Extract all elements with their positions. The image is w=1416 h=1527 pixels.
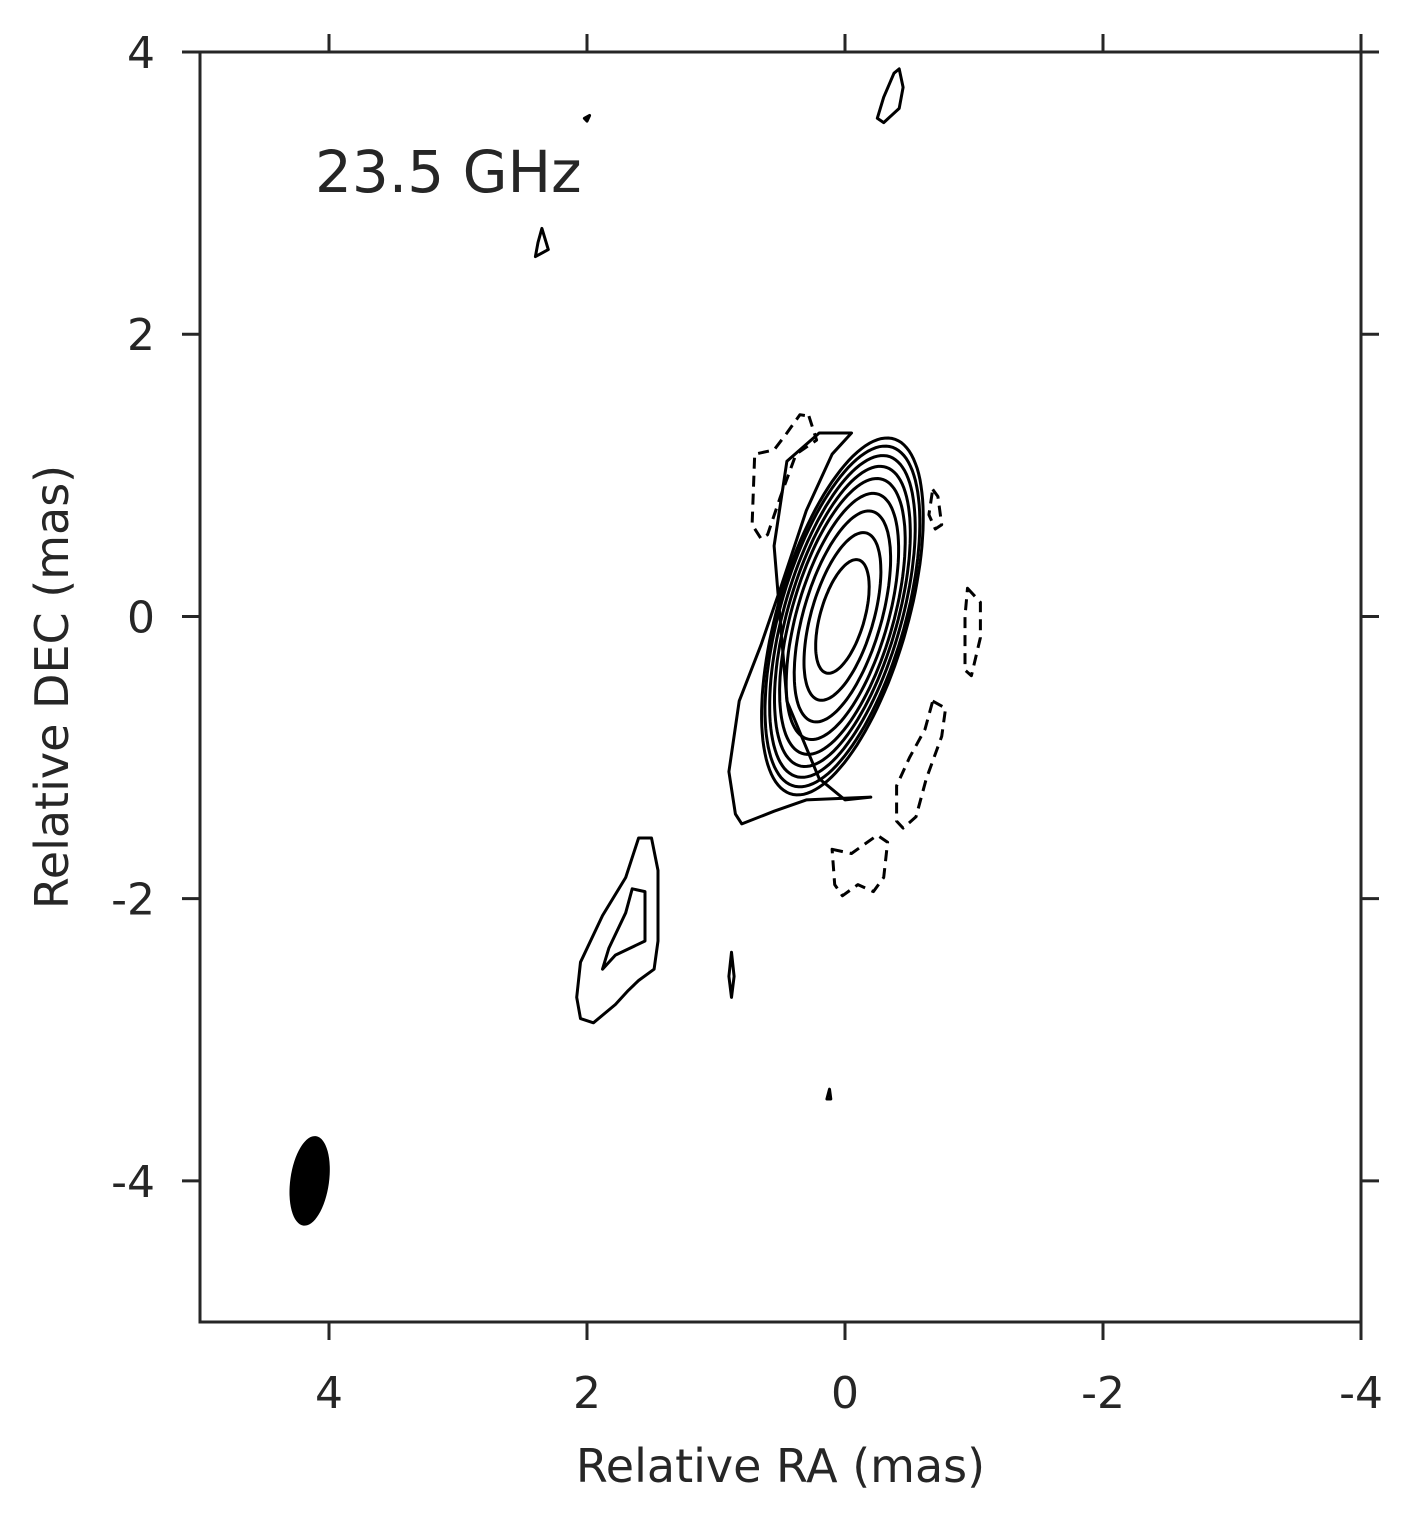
core-contour-level-8: [763, 444, 922, 789]
core-contour-level-1: [814, 558, 871, 675]
y-axis-label: Relative DEC (mas): [25, 465, 79, 909]
negative-contour-neg-lower: [830, 833, 890, 898]
beam-ellipse: [289, 1136, 330, 1226]
contours-layer: [289, 67, 982, 1226]
positive-contour-small-blob: [727, 950, 736, 999]
x-tick-label: 2: [573, 1368, 601, 1419]
plot-frame: [198, 50, 1363, 1324]
core-contour-level-7: [768, 454, 917, 779]
core-contour-level-4: [784, 491, 901, 741]
core-contour-level-9: [760, 436, 925, 797]
axis-ticks: 4 2 0 -2 -4 4 2 0 -2 -4: [111, 28, 1383, 1419]
negative-contour-neg-right-upper: [927, 487, 944, 531]
core-contour-level-6: [773, 464, 912, 769]
x-tick-label: 0: [831, 1368, 859, 1419]
positive-contour-upper-left-blob: [533, 226, 550, 259]
y-tick-label: 0: [127, 592, 155, 643]
y-tick-label: -4: [111, 1157, 155, 1208]
x-axis-label: Relative RA (mas): [576, 1439, 985, 1493]
positive-contour-core-outer-extension: [727, 431, 873, 826]
negative-contour-neg-right-mid: [963, 586, 982, 678]
negative-contour-neg-lower-right: [895, 699, 948, 830]
negative-contour-neg-upper-left: [750, 413, 819, 541]
core-contour-level-2: [802, 531, 883, 702]
positive-contour-jet-knot-outer: [575, 836, 660, 1025]
x-tick-label: -2: [1081, 1368, 1125, 1419]
positive-contour-jet-knot-inner: [601, 887, 647, 971]
positive-contour-tiny-blob: [825, 1087, 833, 1101]
core-contour-level-3: [792, 509, 893, 724]
frequency-annotation: 23.5 GHz: [315, 138, 582, 206]
x-tick-label: -4: [1339, 1368, 1383, 1419]
y-tick-label: -2: [111, 875, 155, 926]
x-tick-label: 4: [315, 1368, 343, 1419]
y-tick-label: 4: [127, 28, 155, 79]
core-contour-level-5: [778, 476, 907, 756]
positive-contour-upper-left-speck: [582, 114, 592, 123]
y-tick-label: 2: [127, 310, 155, 361]
positive-contour-northern-blob: [875, 67, 905, 125]
